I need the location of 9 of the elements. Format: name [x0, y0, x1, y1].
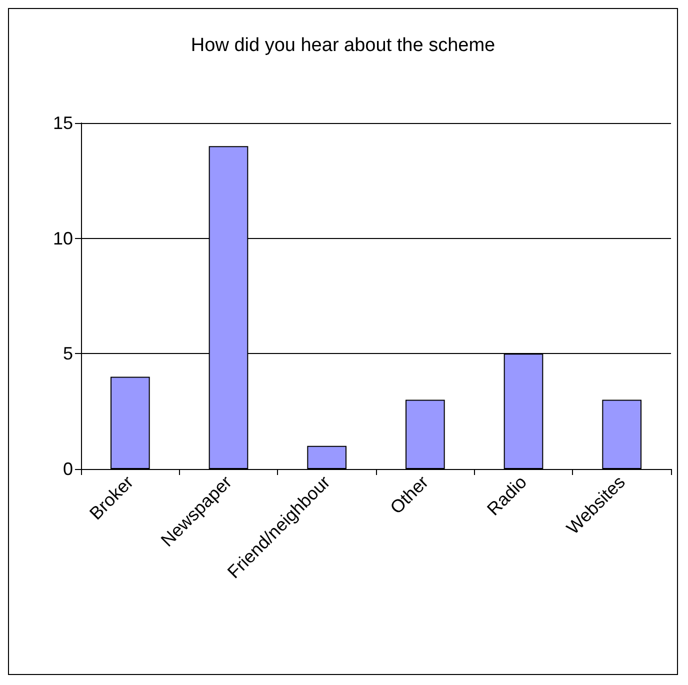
y-tick-label: 10: [52, 228, 73, 248]
bar: [406, 400, 445, 469]
bar: [307, 446, 346, 469]
y-tick-label: 0: [62, 459, 73, 479]
bar: [602, 400, 642, 469]
y-tick-label: 15: [52, 113, 73, 133]
bar: [110, 376, 150, 469]
y-tick-label: 5: [62, 344, 73, 364]
chart-title: How did you hear about the scheme: [190, 35, 496, 56]
